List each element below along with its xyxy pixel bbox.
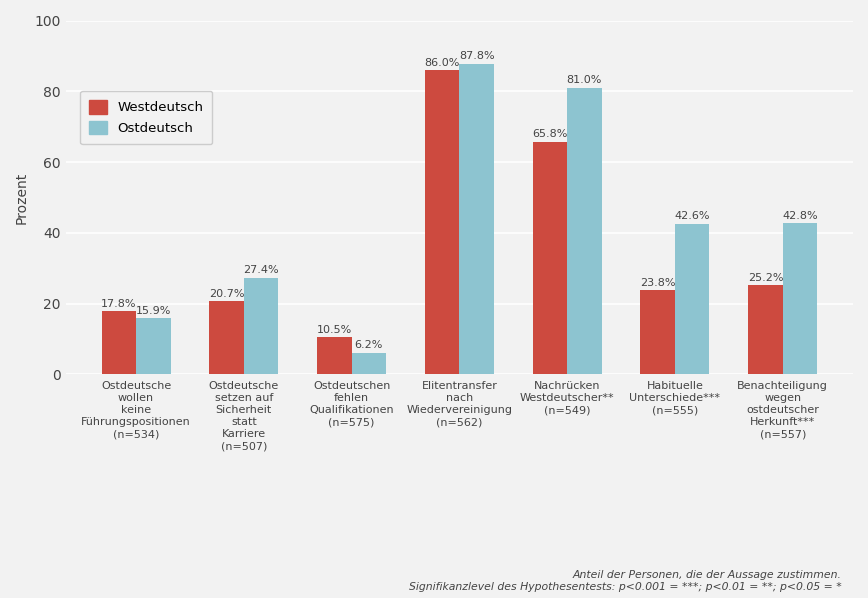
Text: 17.8%: 17.8% <box>101 299 136 309</box>
Text: Anteil der Personen, die der Aussage zustimmen.
Signifikanzlevel des Hypothesent: Anteil der Personen, die der Aussage zus… <box>409 570 842 592</box>
Bar <box>459 64 494 374</box>
Bar <box>317 337 352 374</box>
Bar <box>533 142 567 374</box>
Bar <box>783 223 817 374</box>
Y-axis label: Prozent: Prozent <box>15 172 29 224</box>
Text: 42.8%: 42.8% <box>782 210 818 221</box>
Text: 15.9%: 15.9% <box>135 306 171 316</box>
Bar <box>209 301 244 374</box>
Text: 10.5%: 10.5% <box>317 325 352 335</box>
Text: 6.2%: 6.2% <box>355 340 383 350</box>
Text: 20.7%: 20.7% <box>209 289 245 299</box>
Text: 65.8%: 65.8% <box>532 129 568 139</box>
Bar <box>102 312 136 374</box>
Bar <box>641 290 675 374</box>
Bar <box>352 353 386 374</box>
Text: 87.8%: 87.8% <box>459 51 495 61</box>
Text: 42.6%: 42.6% <box>674 211 710 221</box>
Text: 27.4%: 27.4% <box>243 265 279 275</box>
Bar <box>425 70 459 374</box>
Bar <box>136 318 170 374</box>
Bar <box>567 88 602 374</box>
Text: 23.8%: 23.8% <box>640 277 675 288</box>
Text: 86.0%: 86.0% <box>424 57 460 68</box>
Text: 25.2%: 25.2% <box>747 273 783 283</box>
Bar <box>244 277 279 374</box>
Text: 81.0%: 81.0% <box>567 75 602 86</box>
Bar <box>675 224 709 374</box>
Bar <box>748 285 783 374</box>
Legend: Westdeutsch, Ostdeutsch: Westdeutsch, Ostdeutsch <box>80 91 213 144</box>
